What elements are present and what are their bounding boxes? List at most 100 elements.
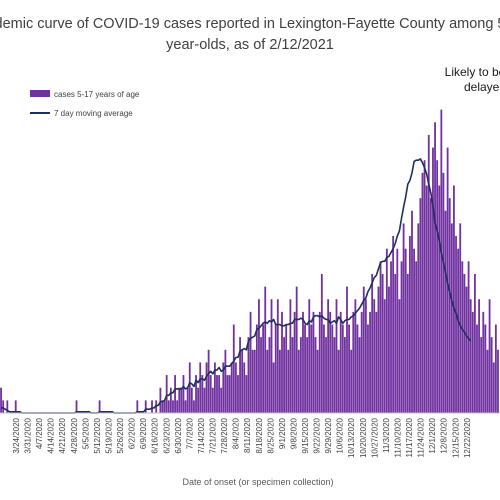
x-tick-label: 4/14/2020 xyxy=(47,417,56,453)
bar xyxy=(344,337,346,413)
x-tick-label: 5/26/2020 xyxy=(116,417,125,453)
x-tick-label: 8/11/2020 xyxy=(243,417,252,453)
bar xyxy=(337,349,340,413)
bar xyxy=(440,109,443,413)
bar xyxy=(266,349,269,413)
bar xyxy=(419,198,422,413)
bar xyxy=(241,349,244,413)
x-axis-title: Date of onset (or specimen collection) xyxy=(182,477,333,487)
x-tick-label: 5/12/2020 xyxy=(93,417,102,453)
bar xyxy=(406,273,409,413)
bar xyxy=(304,324,306,413)
bar xyxy=(199,362,202,413)
x-tick-label: 6/16/2020 xyxy=(151,417,160,453)
bar xyxy=(463,273,466,413)
bar xyxy=(425,185,428,413)
x-tick-label: 4/7/2020 xyxy=(35,417,44,449)
bar xyxy=(293,311,296,413)
bar xyxy=(310,324,313,413)
bar xyxy=(169,387,172,413)
bar xyxy=(404,248,407,413)
bar xyxy=(438,185,441,413)
bar xyxy=(258,299,260,413)
x-tick-label: 11/10/2020 xyxy=(394,417,403,457)
bar xyxy=(320,273,323,413)
x-tick-label: 12/1/2020 xyxy=(428,417,437,453)
x-tick-label: 3/31/2020 xyxy=(24,417,33,453)
x-tick-label: 11/3/2020 xyxy=(382,417,391,453)
bar xyxy=(239,337,241,413)
delay-annotation: Likely to be delayed xyxy=(445,65,500,94)
chart-title-line-2: year-olds, as of 2/12/2021 xyxy=(166,37,334,53)
legend-bar-swatch xyxy=(30,90,50,97)
bar xyxy=(341,324,344,413)
x-tick-label: 4/28/2020 xyxy=(70,417,79,453)
bar xyxy=(75,400,78,413)
bar xyxy=(14,400,17,413)
bar xyxy=(314,337,317,413)
x-tick-label: 3/24/2020 xyxy=(12,417,21,453)
bar xyxy=(205,362,208,413)
bar xyxy=(188,362,191,413)
bar xyxy=(262,324,265,413)
bar xyxy=(295,286,298,413)
bar xyxy=(268,337,271,413)
bar xyxy=(364,299,367,413)
x-tick-label: 8/4/2020 xyxy=(232,417,241,449)
bar xyxy=(308,299,311,413)
legend: cases 5-17 years of age 7 day moving ave… xyxy=(30,90,140,118)
bar xyxy=(352,311,355,413)
bar xyxy=(369,311,371,413)
delay-annotation-line-1: Likely to be xyxy=(445,65,500,79)
bar xyxy=(396,248,399,413)
x-tick-label: 9/8/2020 xyxy=(289,417,298,449)
bar xyxy=(144,400,147,413)
bar xyxy=(381,273,384,413)
bar xyxy=(480,337,483,413)
bar xyxy=(172,400,174,413)
bar xyxy=(193,400,195,413)
bar xyxy=(251,349,254,413)
bar xyxy=(385,248,388,413)
x-tick-label: 9/22/2020 xyxy=(313,417,322,453)
bar xyxy=(214,362,216,413)
bar xyxy=(98,400,101,413)
x-tick-label: 7/7/2020 xyxy=(185,417,194,449)
bar xyxy=(350,349,353,413)
bar xyxy=(423,160,426,413)
bar xyxy=(216,375,218,413)
bar xyxy=(318,311,321,413)
moving-average-line xyxy=(1,158,472,414)
bar xyxy=(260,337,262,413)
bar xyxy=(346,286,348,413)
bar xyxy=(316,349,319,413)
bar xyxy=(375,311,378,413)
x-tick-label: 9/15/2020 xyxy=(301,417,310,453)
bar xyxy=(178,387,181,413)
x-tick-label: 12/8/2020 xyxy=(440,417,449,453)
bar xyxy=(306,337,309,413)
bar xyxy=(488,299,491,413)
x-tick-label: 10/27/2020 xyxy=(370,417,379,458)
bar xyxy=(398,299,401,413)
bar xyxy=(436,160,439,413)
bar xyxy=(367,324,369,413)
bar xyxy=(333,337,336,413)
bar xyxy=(415,261,418,413)
x-tick-label: 10/13/2020 xyxy=(347,417,356,458)
bar xyxy=(209,375,212,413)
bar xyxy=(497,349,499,413)
bar xyxy=(230,362,233,413)
bar xyxy=(356,324,359,413)
bar xyxy=(408,236,411,413)
bar xyxy=(186,387,189,413)
bar xyxy=(417,223,420,413)
bar xyxy=(151,400,153,413)
bar xyxy=(281,311,283,413)
bar xyxy=(325,337,327,413)
bar xyxy=(180,387,183,413)
bar xyxy=(448,198,451,413)
bar xyxy=(190,387,193,413)
bar xyxy=(253,349,256,413)
bar xyxy=(287,349,290,413)
